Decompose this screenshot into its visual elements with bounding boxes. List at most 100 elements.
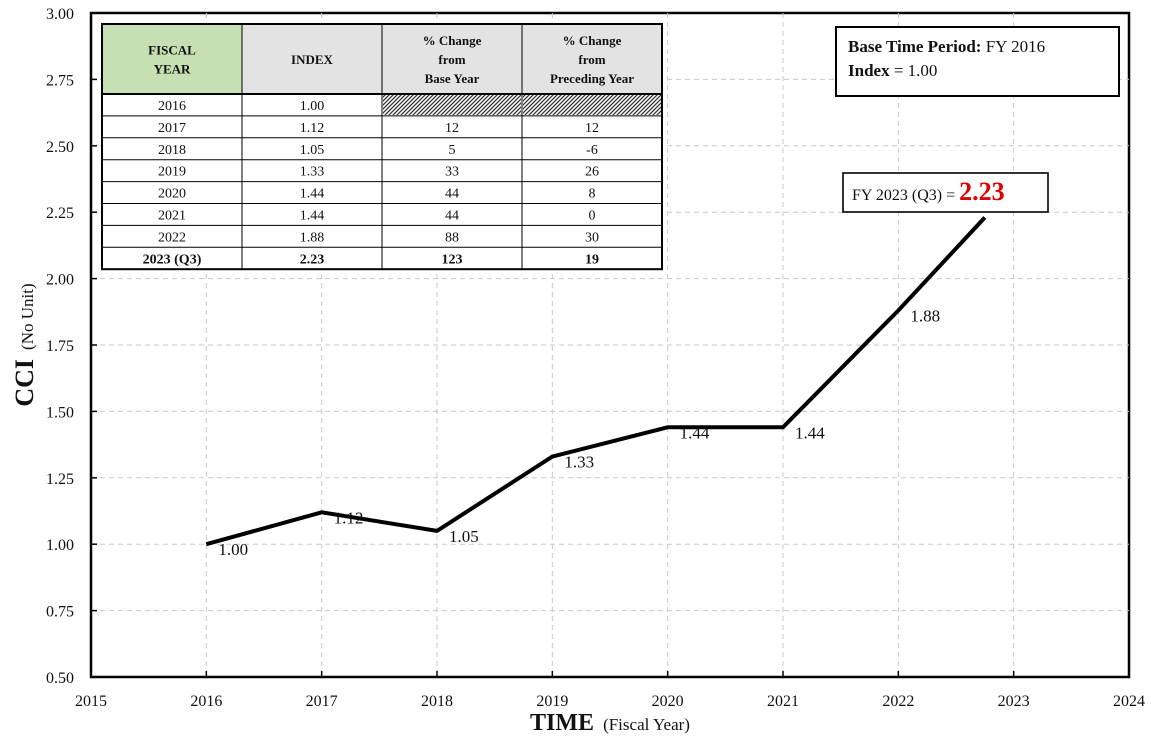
- table-cell: 1.44: [300, 208, 325, 223]
- table-cell: 5: [449, 143, 456, 158]
- x-tick-label: 2017: [306, 693, 338, 710]
- x-axis-title: TIME (Fiscal Year): [530, 710, 690, 736]
- x-axis-sublabel: (Fiscal Year): [603, 715, 690, 734]
- table-cell: -6: [586, 143, 598, 158]
- y-axis-sublabel: (No Unit): [18, 283, 37, 350]
- table-row: 2021 1.44 44 0: [158, 208, 596, 223]
- cci-series: [205, 216, 987, 547]
- table-cell: 2022: [158, 230, 186, 245]
- base-period-label: Base Time Period:: [848, 37, 981, 56]
- data-label: 1.88: [910, 306, 940, 325]
- x-tick-label: 2022: [882, 693, 914, 710]
- table-cell: 88: [445, 230, 459, 245]
- table-header-text: Preceding Year: [550, 71, 634, 86]
- table-row: 2022 1.88 88 30: [158, 230, 599, 245]
- table-cell: 26: [585, 165, 599, 180]
- table-header-fill: [522, 24, 662, 94]
- table-header-cell: FISCAL YEAR: [102, 24, 242, 94]
- y-tick-label: 3.00: [46, 6, 74, 23]
- table-cell: 2023 (Q3): [143, 252, 202, 267]
- y-axis-title: CCI (No Unit): [10, 283, 39, 406]
- x-tick-label: 2020: [652, 693, 684, 710]
- y-tick-label: 1.50: [46, 404, 74, 421]
- table-cell: 2020: [158, 187, 186, 202]
- callout-prefix: FY 2023 (Q3) =: [852, 187, 959, 204]
- data-label: 1.12: [334, 508, 364, 527]
- table-header-cell: % Change from Base Year: [382, 24, 522, 94]
- table-cell: 123: [442, 252, 463, 267]
- table-row: 2023 (Q3) 2.23 123 19: [143, 252, 599, 267]
- data-label: 1.00: [218, 540, 248, 559]
- table-cell: 1.33: [300, 165, 325, 180]
- data-label: 1.05: [449, 527, 479, 546]
- y-axis-ticks: 0.50 0.75 1.00 1.25 1.50 1.75 2.00 2.25 2.50 2.75…: [46, 6, 97, 687]
- table-header-text: YEAR: [154, 62, 191, 77]
- table-cell: 1.05: [300, 143, 325, 158]
- x-tick-label: 2015: [75, 693, 107, 710]
- y-axis-label: CCI: [10, 359, 39, 407]
- svg-text:FY 2023 (Q3) = 2.23: FY 2023 (Q3) = 2.23: [852, 177, 1005, 206]
- table-cell: 2016: [158, 99, 186, 114]
- table-row: 2019 1.33 33 26: [158, 165, 599, 180]
- table-row: 2017 1.12 12 12: [158, 121, 599, 136]
- table-cell: 0: [589, 208, 596, 223]
- table-cell: 12: [585, 121, 599, 136]
- table-cell: 2018: [158, 143, 186, 158]
- svg-text:Index = 1.00: Index = 1.00: [848, 61, 937, 80]
- x-axis-label: TIME: [530, 710, 594, 736]
- data-label: 1.44: [680, 423, 710, 442]
- table-cell: 12: [445, 121, 459, 136]
- x-axis-ticks: 2015 2016 2017 2018 2019 2020 2021 2022 2023 2024: [75, 671, 1145, 710]
- base-period-value: FY 2016: [986, 37, 1045, 56]
- table-header-fill: [242, 24, 382, 94]
- y-tick-label: 1.75: [46, 338, 74, 355]
- y-tick-label: 1.00: [46, 537, 74, 554]
- table-header-text: from: [438, 52, 465, 67]
- table-header-text: Base Year: [425, 71, 480, 86]
- table-header-text: % Change: [423, 33, 482, 48]
- y-tick-label: 2.00: [46, 272, 74, 289]
- x-tick-label: 2018: [421, 693, 453, 710]
- x-tick-label: 2023: [998, 693, 1030, 710]
- table-cell: 2017: [158, 121, 186, 136]
- data-label: 1.33: [564, 453, 594, 472]
- table-header-cell: % Change from Preceding Year: [522, 24, 662, 94]
- table-cell: 8: [589, 187, 596, 202]
- table-cell: 33: [445, 165, 459, 180]
- table-hatched-cell: [523, 95, 661, 115]
- table-header-text: from: [578, 52, 605, 67]
- table-header-text: FISCAL: [148, 43, 196, 58]
- y-tick-label: 0.75: [46, 604, 74, 621]
- latest-value-callout: FY 2023 (Q3) = 2.23: [842, 172, 1049, 213]
- table-cell: 1.12: [300, 121, 325, 136]
- table-header-fill: [382, 24, 522, 94]
- table-cell: 1.00: [300, 99, 325, 114]
- table-cell: 1.88: [300, 230, 325, 245]
- table-cell: 19: [585, 252, 599, 267]
- table-row: 2020 1.44 44 8: [158, 187, 596, 202]
- x-tick-label: 2021: [767, 693, 799, 710]
- table-cell: 1.44: [300, 187, 325, 202]
- data-labels: 1.00 1.12 1.05 1.33 1.44 1.44 1.88: [218, 306, 940, 559]
- table-hatched-cell: [383, 95, 521, 115]
- x-tick-label: 2016: [190, 693, 222, 710]
- table-header-text: % Change: [563, 33, 622, 48]
- table-cell: 2019: [158, 165, 186, 180]
- table-cell: 2021: [158, 208, 186, 223]
- x-tick-label: 2019: [536, 693, 568, 710]
- table-header-fill: [102, 24, 242, 94]
- x-tick-label: 2024: [1113, 693, 1145, 710]
- table-header-text: INDEX: [291, 52, 334, 67]
- table-cell: 2.23: [300, 252, 325, 267]
- y-tick-label: 1.25: [46, 471, 74, 488]
- data-label: 1.44: [795, 423, 825, 442]
- callout-value: 2.23: [959, 177, 1005, 206]
- y-tick-label: 0.50: [46, 670, 74, 687]
- table-header-cell: INDEX: [242, 24, 382, 94]
- table-border: [101, 23, 663, 271]
- table-row: 2018 1.05 5 -6: [158, 143, 598, 158]
- base-index-value: = 1.00: [894, 61, 938, 80]
- y-tick-label: 2.75: [46, 72, 74, 89]
- base-period-box: Base Time Period: FY 2016 Index = 1.00: [835, 26, 1120, 97]
